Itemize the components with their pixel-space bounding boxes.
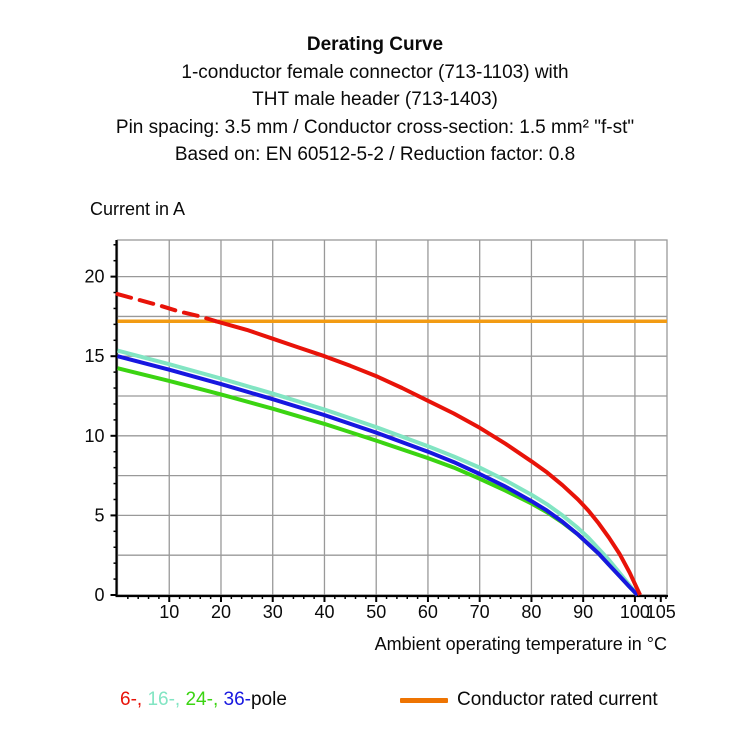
rated-current-line-swatch [400,698,448,703]
y-axis-title: Current in A [90,199,186,219]
y-tick-label: 20 [84,267,104,287]
x-tick-label: 80 [521,602,541,622]
x-tick-label: 100 [620,602,650,622]
chart-subtitle-line-2: THT male header (713-1403) [252,89,498,110]
chart-subtitle-line-1: 1-conductor female connector (713-1103) … [181,61,569,83]
legend: 6-, 16-, 24-, 36-pole Conductor rated cu… [0,689,750,719]
chart-subtitle-line-4: Based on: EN 60512-5-2 / Reduction facto… [174,144,576,165]
y-tick-label: 15 [84,346,104,366]
y-tick-label: 0 [94,585,104,605]
y-tick-label: 10 [84,426,104,446]
x-axis-title: Ambient operating temperature in °C [374,634,667,654]
series-6-pole-line [215,319,642,596]
series-16-pole-line [116,348,640,597]
legend-pole-item: 36- [223,689,251,710]
x-tick-label: 50 [366,602,386,622]
legend-pole-item: 16-, [147,689,186,710]
series-36-pole-line [116,354,639,597]
chart-title: Derating Curve [306,34,444,55]
x-tick-label: 10 [159,602,179,622]
chart-subtitle-line-3: Pin spacing: 3.5 mm / Conductor cross-se… [115,116,635,138]
legend-pole-item: 24-, [185,689,224,710]
x-tick-label: 40 [314,602,334,622]
x-tick-label: 90 [573,602,593,622]
x-tick-label: 105 [646,602,676,622]
y-tick-label: 5 [94,505,104,525]
legend-pole-item: pole [250,689,287,710]
x-tick-label: 70 [470,602,490,622]
legend-pole-item: 6-, [120,689,148,710]
series-6-pole-dashed-line [115,292,218,324]
chart-header: Derating Curve 1-conductor female connec… [0,31,750,169]
x-tick-label: 30 [263,602,283,622]
legend-pole-counts: 6-, 16-, 24-, 36-pole [120,689,287,711]
x-tick-label: 20 [211,602,231,622]
x-tick-label: 60 [418,602,438,622]
rated-current-label: Conductor rated current [457,689,658,710]
